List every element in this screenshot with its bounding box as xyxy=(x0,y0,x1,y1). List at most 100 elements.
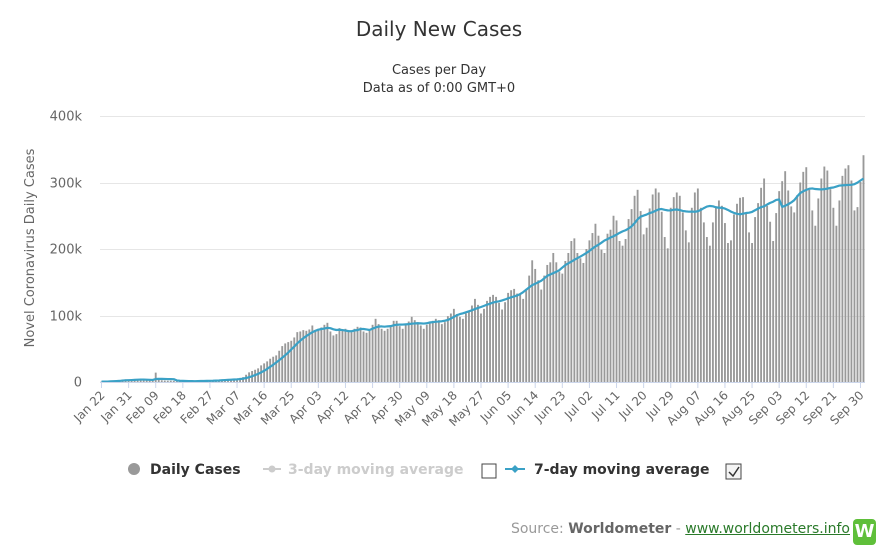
daily-case-bar xyxy=(404,324,407,382)
daily-case-bar xyxy=(368,330,371,382)
daily-case-bar xyxy=(383,330,386,382)
daily-case-bar xyxy=(820,178,823,382)
daily-case-bar xyxy=(145,380,148,382)
y-tick-label: 0 xyxy=(74,376,82,391)
daily-case-bar xyxy=(751,243,753,382)
daily-case-bar xyxy=(428,322,431,382)
daily-case-bar xyxy=(790,206,793,382)
daily-case-bar xyxy=(690,207,693,382)
daily-case-bar xyxy=(537,280,540,382)
daily-case-bar xyxy=(365,332,368,382)
daily-case-bar xyxy=(398,326,401,382)
daily-case-bar xyxy=(293,337,296,382)
daily-case-bar xyxy=(380,328,383,382)
daily-case-bar xyxy=(699,207,702,382)
daily-case-bar xyxy=(263,363,266,382)
daily-case-bar xyxy=(151,380,154,382)
legend-7-day-checkbox[interactable] xyxy=(481,463,497,479)
daily-case-bar xyxy=(407,321,410,382)
legend-daily-cases-label: Daily Cases xyxy=(150,462,241,478)
daily-case-bar xyxy=(615,220,618,382)
daily-case-bar xyxy=(540,289,543,382)
daily-case-bar xyxy=(847,165,850,382)
daily-case-bar xyxy=(678,195,681,382)
daily-case-bar xyxy=(639,211,642,382)
daily-case-bar xyxy=(585,249,588,382)
daily-case-bar xyxy=(148,380,151,382)
daily-case-bar xyxy=(579,258,582,382)
daily-case-bar xyxy=(784,171,787,382)
legend-item-3-day-average[interactable]: 3-day moving average xyxy=(263,462,464,478)
daily-case-bar xyxy=(721,205,723,382)
source-credit: Source: Worldometer - www.worldometers.i… xyxy=(511,521,850,537)
daily-case-bar xyxy=(696,188,699,382)
daily-case-bar xyxy=(480,313,482,382)
y-axis-ticks: 0 100k 200k 300k 400k xyxy=(50,110,83,391)
daily-case-bar xyxy=(474,298,476,383)
daily-case-bar xyxy=(455,314,458,382)
daily-case-bar xyxy=(443,322,446,382)
daily-case-bar xyxy=(236,379,238,382)
credit-prefix: Source: xyxy=(510,521,569,537)
daily-case-bar xyxy=(157,378,160,382)
daily-case-bar xyxy=(281,346,284,382)
daily-case-bar xyxy=(687,242,690,382)
daily-case-bar xyxy=(166,380,169,382)
daily-case-bar xyxy=(757,203,760,382)
daily-case-bar xyxy=(675,192,678,382)
daily-case-bar xyxy=(811,210,814,382)
daily-case-bar xyxy=(609,229,612,382)
moving-average-line xyxy=(101,177,865,383)
daily-case-bar xyxy=(766,205,769,382)
gridlines xyxy=(100,116,865,317)
daily-case-bar xyxy=(483,308,485,382)
daily-case-bar xyxy=(817,198,820,382)
daily-case-bar xyxy=(823,166,826,382)
daily-case-bar xyxy=(663,237,666,382)
daily-case-bar xyxy=(561,273,564,382)
daily-case-bar xyxy=(567,252,570,382)
y-tick-label: 100k xyxy=(50,310,83,325)
checkmark-icon xyxy=(728,466,740,478)
daily-case-bar xyxy=(326,322,329,382)
daily-case-bar xyxy=(781,181,784,382)
daily-case-bar xyxy=(564,260,567,382)
credit-source: Worldometer xyxy=(568,521,672,537)
daily-case-bar xyxy=(681,212,684,382)
daily-case-bar xyxy=(446,316,449,382)
daily-case-bar xyxy=(787,190,790,382)
daily-case-bar xyxy=(257,368,260,382)
daily-case-bar xyxy=(543,275,546,382)
daily-case-bar xyxy=(835,225,838,382)
daily-case-bar xyxy=(329,331,332,382)
daily-case-bar xyxy=(175,381,178,382)
y-tick-label: 200k xyxy=(50,243,83,258)
legend-7-day-checkbox-checked-icon[interactable] xyxy=(725,463,742,480)
daily-case-bar xyxy=(389,325,392,382)
credit-link[interactable]: www.worldometers.info xyxy=(685,521,850,537)
daily-case-bar xyxy=(323,324,326,382)
daily-case-bar xyxy=(461,318,464,382)
daily-case-bar xyxy=(371,324,374,382)
legend-item-7-day-average[interactable]: 7-day moving average xyxy=(481,462,742,480)
daily-case-bar xyxy=(594,223,597,382)
daily-case-bar xyxy=(760,187,763,382)
y-tick-label: 400k xyxy=(50,110,83,125)
daily-case-bar xyxy=(618,241,621,382)
daily-case-bar xyxy=(449,313,452,382)
daily-case-bar xyxy=(284,343,287,382)
daily-case-bar xyxy=(332,335,335,382)
daily-case-bar xyxy=(754,217,757,382)
daily-case-bar xyxy=(733,214,735,382)
legend-item-daily-cases[interactable]: Daily Cases xyxy=(128,462,241,478)
daily-case-bar xyxy=(549,262,552,382)
y-axis-label: Novel Coronavirus Daily Cases xyxy=(23,148,38,347)
daily-case-bar xyxy=(570,241,573,382)
daily-case-bar xyxy=(465,313,467,382)
daily-case-bar xyxy=(477,304,479,382)
daily-case-bar xyxy=(528,275,531,382)
daily-case-bar xyxy=(311,325,314,382)
daily-case-bar xyxy=(501,309,504,382)
x-tick-label: Jul 11 xyxy=(588,388,622,422)
daily-case-bar xyxy=(727,243,729,382)
